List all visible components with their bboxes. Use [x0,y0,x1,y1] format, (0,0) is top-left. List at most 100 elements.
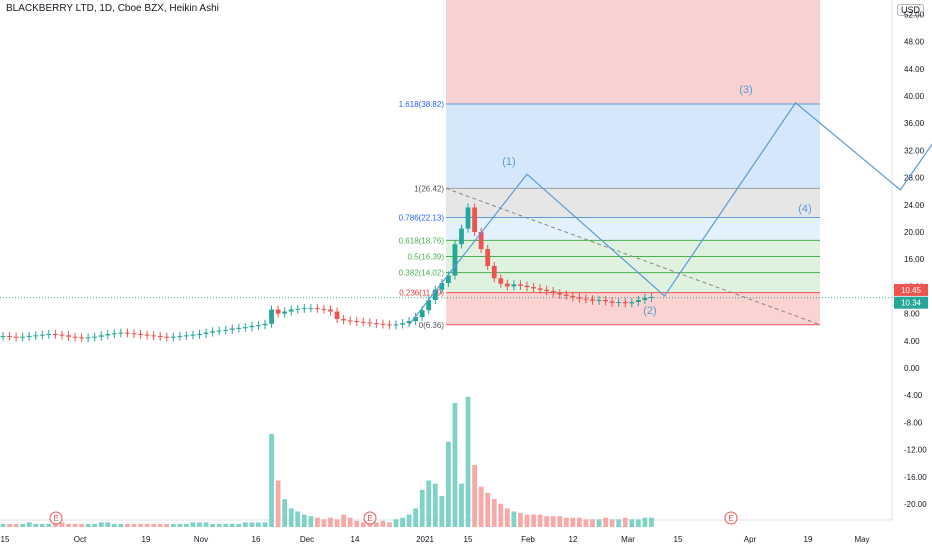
wave-label: (2) [643,305,656,317]
candle-body [295,308,301,310]
candle-body [269,309,274,324]
fib-level-label: 0.236(11.09) [399,289,444,298]
candle-body [229,328,235,330]
volume-bar [609,519,615,527]
volume-bar [642,517,648,527]
candle-body [256,325,261,327]
candle-body [577,297,582,299]
candle-body [66,335,71,337]
volume-bar [649,517,654,527]
volume-bar [419,489,425,527]
candle-body [452,244,458,276]
volume-bar [616,519,622,527]
candle-body [328,309,333,312]
earnings-label: E [367,514,372,523]
candle-body [301,308,307,310]
candle-body [177,336,183,338]
volume-bar [105,522,111,527]
candle-body [341,319,346,321]
candle-body [144,334,150,336]
volume-bar [20,523,26,527]
volume-bar [334,519,340,527]
fib-zone-618 [446,240,820,293]
y-tick-label: -20.00 [904,500,927,509]
y-tick-label: -8.00 [904,418,923,427]
candle-body [426,300,432,311]
candle-body [26,336,32,338]
candle-body [419,310,425,317]
candle-body [354,321,360,323]
candle-body [210,331,215,333]
x-tick-label: 16 [252,535,261,544]
candle-body [20,336,26,338]
candle-body [387,324,392,326]
volume-bar [210,523,215,527]
volume-bar [518,513,523,527]
volume-bar [125,523,130,527]
candle-body [642,297,648,300]
candle-body [203,332,209,334]
candle-body [282,311,288,314]
candle-body [360,321,366,323]
fib-zone-786 [446,217,820,241]
volume-bar [452,403,458,527]
volume-bar [347,517,353,527]
fib-zone-1 [446,188,820,218]
x-tick-label: 19 [804,535,813,544]
candle-body [157,336,163,338]
candle-body [367,322,373,324]
y-tick-label: 52.00 [904,10,925,19]
candle-body [380,323,386,325]
x-tick-label: Apr [744,535,757,544]
candle-body [629,302,635,304]
volume-bar [0,523,6,527]
volume-bar [406,514,412,527]
volume-bar [301,514,307,527]
volume-bar [315,517,320,527]
volume-bar [544,516,550,527]
volume-bar [275,480,281,527]
volume-bar [472,465,477,527]
candle-body [216,330,222,332]
volume-bar [393,519,399,527]
candle-body [197,334,202,335]
elliott-wave-path [408,101,932,326]
candle-body [400,323,405,325]
candle-body [544,289,550,292]
y-tick-label: 16.00 [904,255,925,264]
wave-label: (1) [502,156,515,168]
volume-bar [164,523,170,527]
earnings-marker [363,511,377,525]
volume-bar [282,499,288,527]
candle-body [393,324,399,326]
y-tick-label: 28.00 [904,174,925,183]
volume-bar [144,523,150,527]
x-tick-label: 15 [1,535,10,544]
y-tick-label: 44.00 [904,65,925,74]
volume-bar [85,523,91,527]
volume-bar [197,522,202,527]
candle-body [616,302,622,304]
volume-bar [79,523,84,527]
volume-bar [387,522,392,527]
currency-badge[interactable]: USD [896,4,924,16]
candle-body [511,284,517,287]
candle-body [164,336,170,338]
volume-bar [321,519,327,527]
volume-bar [190,522,196,527]
candle-body [262,323,268,326]
volume-bar [537,514,543,527]
dashed-trendline [445,187,821,326]
volume-bar [380,520,386,527]
volume-bar [400,517,405,527]
fib-level-label: 1.618(38.82) [399,100,445,109]
earnings-marker [49,511,63,525]
candle-body [72,336,78,338]
candle-body [465,207,471,229]
x-tick-label: 15 [464,535,473,544]
volume-bar [203,522,209,527]
candle-body [531,287,536,289]
volume-bar [360,522,366,527]
y-tick-label: 20.00 [904,228,925,237]
